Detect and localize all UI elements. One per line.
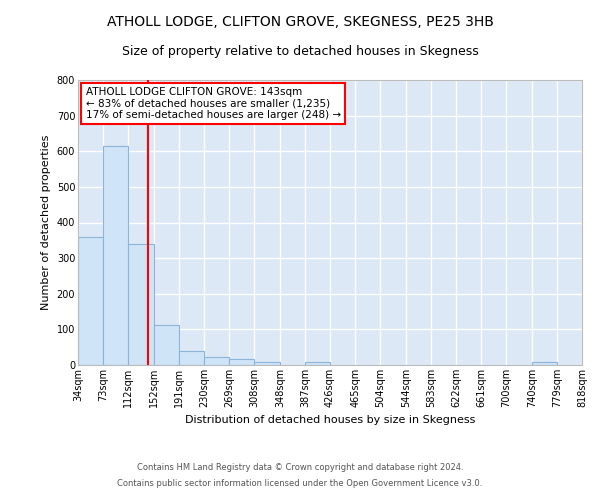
Bar [229, 358, 254, 365]
Bar [103, 146, 128, 365]
X-axis label: Distribution of detached houses by size in Skegness: Distribution of detached houses by size … [185, 416, 475, 426]
Text: ATHOLL LODGE, CLIFTON GROVE, SKEGNESS, PE25 3HB: ATHOLL LODGE, CLIFTON GROVE, SKEGNESS, P… [107, 15, 493, 29]
Bar [179, 351, 204, 365]
Bar [254, 362, 280, 365]
Bar [532, 362, 557, 365]
Bar [154, 324, 179, 365]
Text: Contains public sector information licensed under the Open Government Licence v3: Contains public sector information licen… [118, 478, 482, 488]
Bar [128, 244, 154, 365]
Bar [204, 357, 229, 365]
Text: Size of property relative to detached houses in Skegness: Size of property relative to detached ho… [122, 45, 478, 58]
Text: Contains HM Land Registry data © Crown copyright and database right 2024.: Contains HM Land Registry data © Crown c… [137, 464, 463, 472]
Text: ATHOLL LODGE CLIFTON GROVE: 143sqm
← 83% of detached houses are smaller (1,235)
: ATHOLL LODGE CLIFTON GROVE: 143sqm ← 83%… [86, 87, 341, 120]
Y-axis label: Number of detached properties: Number of detached properties [41, 135, 51, 310]
Bar [78, 238, 103, 365]
Bar [305, 362, 330, 365]
